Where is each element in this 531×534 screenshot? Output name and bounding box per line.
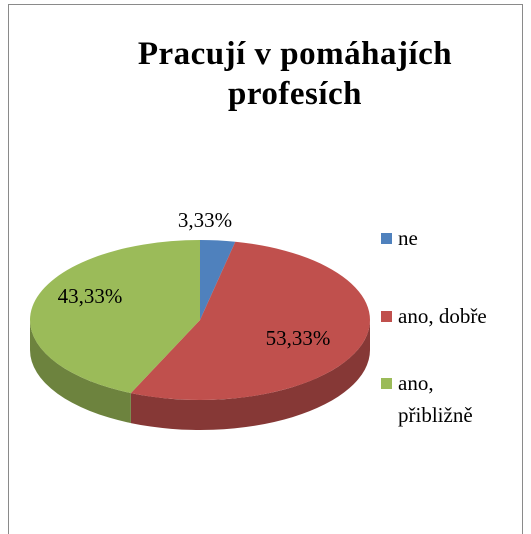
pie-slice bbox=[130, 241, 370, 400]
legend-swatch bbox=[381, 378, 392, 389]
data-label: 43,33% bbox=[58, 284, 123, 308]
legend-label: ne bbox=[398, 226, 418, 250]
legend-swatch bbox=[381, 311, 392, 322]
pie-side bbox=[30, 320, 131, 424]
pie-side bbox=[130, 320, 370, 431]
pie-slice bbox=[29, 240, 200, 394]
chart-title: Pracují v pomáhajích profesích bbox=[137, 36, 453, 112]
pie-slice bbox=[200, 240, 236, 320]
legend-label: ano, dobře bbox=[398, 304, 487, 328]
legend-label: ano, přibližně bbox=[398, 371, 473, 427]
data-label: 3,33% bbox=[178, 208, 232, 232]
data-label: 53,33% bbox=[266, 326, 331, 350]
legend-swatch bbox=[381, 233, 392, 244]
